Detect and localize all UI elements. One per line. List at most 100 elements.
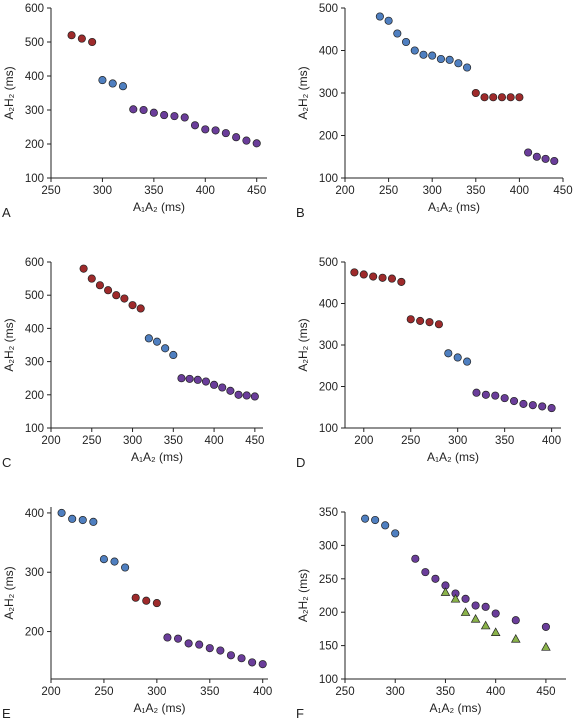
data-point-blue bbox=[78, 515, 87, 525]
y-tick-label: 150 bbox=[319, 641, 338, 653]
y-tick-label: 400 bbox=[319, 299, 338, 311]
data-point-purple bbox=[180, 113, 189, 122]
data-point-purple bbox=[160, 111, 169, 120]
data-point-red bbox=[416, 316, 425, 325]
data-point-red bbox=[152, 599, 161, 608]
data-point-purple bbox=[421, 568, 430, 577]
y-axis-title: A₂H₂ (ms) bbox=[296, 318, 310, 371]
x-tick-label: 250 bbox=[379, 185, 398, 197]
data-point-purple bbox=[210, 380, 219, 389]
x-axis-title: A₁A₂ (ms) bbox=[133, 200, 185, 214]
data-point-purple bbox=[509, 396, 519, 406]
data-point-purple bbox=[500, 394, 509, 403]
x-tick-label: 450 bbox=[247, 185, 266, 197]
x-tick-label: 400 bbox=[542, 435, 561, 447]
y-tick-label: 200 bbox=[319, 131, 338, 143]
x-tick-label: 400 bbox=[204, 435, 223, 447]
y-axis-title: A₂H₂ (ms) bbox=[2, 66, 16, 119]
y-tick-label: 400 bbox=[25, 71, 44, 83]
x-tick-label: 450 bbox=[245, 435, 264, 447]
data-point-purple bbox=[547, 404, 556, 413]
x-tick-label: 450 bbox=[536, 686, 555, 698]
data-point-blue bbox=[169, 350, 178, 360]
x-tick-label: 200 bbox=[354, 435, 373, 447]
data-point-blue bbox=[371, 515, 380, 525]
y-tick-label: 500 bbox=[25, 290, 44, 302]
panel-label: F bbox=[296, 706, 304, 721]
panel-label: D bbox=[296, 455, 305, 470]
data-point-purple bbox=[177, 374, 186, 383]
x-tick-label: 250 bbox=[82, 435, 101, 447]
panel-c: 200 250 300 350 400 450100200300400500600A₁A₂… bbox=[2, 257, 264, 470]
data-point-red bbox=[397, 277, 406, 286]
y-tick-label: 600 bbox=[25, 257, 44, 269]
data-point-purple bbox=[205, 644, 214, 653]
data-point-purple bbox=[511, 616, 520, 625]
x-tick-label: 400 bbox=[486, 686, 505, 698]
y-tick-label: 300 bbox=[319, 540, 338, 552]
x-tick-label: 200 bbox=[41, 686, 60, 698]
y-tick-label: 350 bbox=[319, 507, 338, 519]
data-point-blue bbox=[89, 517, 98, 526]
data-point-red bbox=[369, 272, 378, 281]
y-axis-title: A₂H₂ (ms) bbox=[2, 318, 16, 371]
x-axis-title: A₁A₂ (ms) bbox=[427, 450, 479, 464]
data-point-purple bbox=[258, 660, 267, 669]
y-tick-label: 500 bbox=[319, 3, 338, 15]
y-tick-label: 250 bbox=[319, 574, 338, 586]
y-tick-label: 300 bbox=[319, 88, 338, 100]
panel-label: B bbox=[296, 205, 305, 220]
data-point-purple bbox=[226, 651, 236, 660]
data-point-blue bbox=[391, 529, 400, 538]
data-point-red bbox=[378, 273, 387, 282]
data-point-purple bbox=[461, 594, 470, 603]
data-point-red bbox=[87, 274, 96, 283]
data-point-red bbox=[67, 31, 76, 40]
data-point-purple bbox=[491, 609, 500, 618]
data-point-blue bbox=[68, 514, 77, 523]
x-tick-label: 350 bbox=[144, 185, 163, 197]
x-tick-label: 300 bbox=[93, 185, 112, 197]
data-point-blue bbox=[454, 59, 463, 68]
y-tick-label: 600 bbox=[25, 3, 44, 15]
data-point-purple bbox=[190, 121, 200, 130]
data-point-purple bbox=[226, 386, 235, 395]
data-point-purple bbox=[250, 392, 259, 401]
x-tick-label: 300 bbox=[423, 185, 442, 197]
data-point-green bbox=[490, 627, 501, 636]
panel-f: 250 300 350 400 450 100 150 200 250 300 350 A₁A₂ (m… bbox=[296, 507, 566, 721]
x-axis-title: A₁A₂ (ms) bbox=[428, 200, 480, 214]
data-point-blue bbox=[152, 337, 162, 346]
data-point-purple bbox=[242, 136, 251, 145]
panel-a: 250 300 350 400 450 100 200 300 400 500 600 A₁A₂ (m… bbox=[2, 3, 267, 220]
data-point-purple bbox=[471, 601, 480, 610]
data-point-purple bbox=[185, 374, 194, 383]
x-tick-label: 250 bbox=[335, 686, 354, 698]
x-tick-label: 350 bbox=[200, 686, 219, 698]
data-point-blue bbox=[410, 46, 419, 55]
y-axis-title: A₂H₂ (ms) bbox=[296, 569, 310, 622]
data-point-purple bbox=[491, 391, 500, 400]
data-point-purple bbox=[541, 622, 550, 631]
data-point-purple bbox=[184, 639, 193, 648]
x-tick-label: 200 bbox=[41, 435, 60, 447]
y-tick-label: 200 bbox=[25, 390, 44, 402]
x-tick-label: 300 bbox=[386, 686, 405, 698]
data-point-purple bbox=[541, 154, 550, 163]
y-axis-title: A₂H₂ (ms) bbox=[296, 66, 310, 119]
data-point-purple bbox=[201, 125, 210, 134]
y-tick-label: 100 bbox=[319, 674, 338, 686]
data-point-purple bbox=[139, 105, 148, 115]
data-point-blue bbox=[393, 29, 402, 38]
data-point-blue bbox=[436, 54, 445, 64]
y-tick-label: 300 bbox=[319, 340, 338, 352]
x-tick-label: 350 bbox=[466, 185, 485, 197]
x-axis-title: A₁A₂ (ms) bbox=[131, 450, 183, 464]
panel-d: 200 250 300 350 400 100 200 300 400 500 A₁A₂ (ms) A… bbox=[296, 257, 561, 470]
data-point-blue bbox=[121, 563, 130, 572]
data-point-purple bbox=[216, 646, 225, 655]
data-point-purple bbox=[211, 126, 220, 135]
data-point-purple bbox=[201, 377, 210, 386]
data-point-blue bbox=[57, 508, 66, 517]
data-point-green bbox=[470, 613, 481, 623]
